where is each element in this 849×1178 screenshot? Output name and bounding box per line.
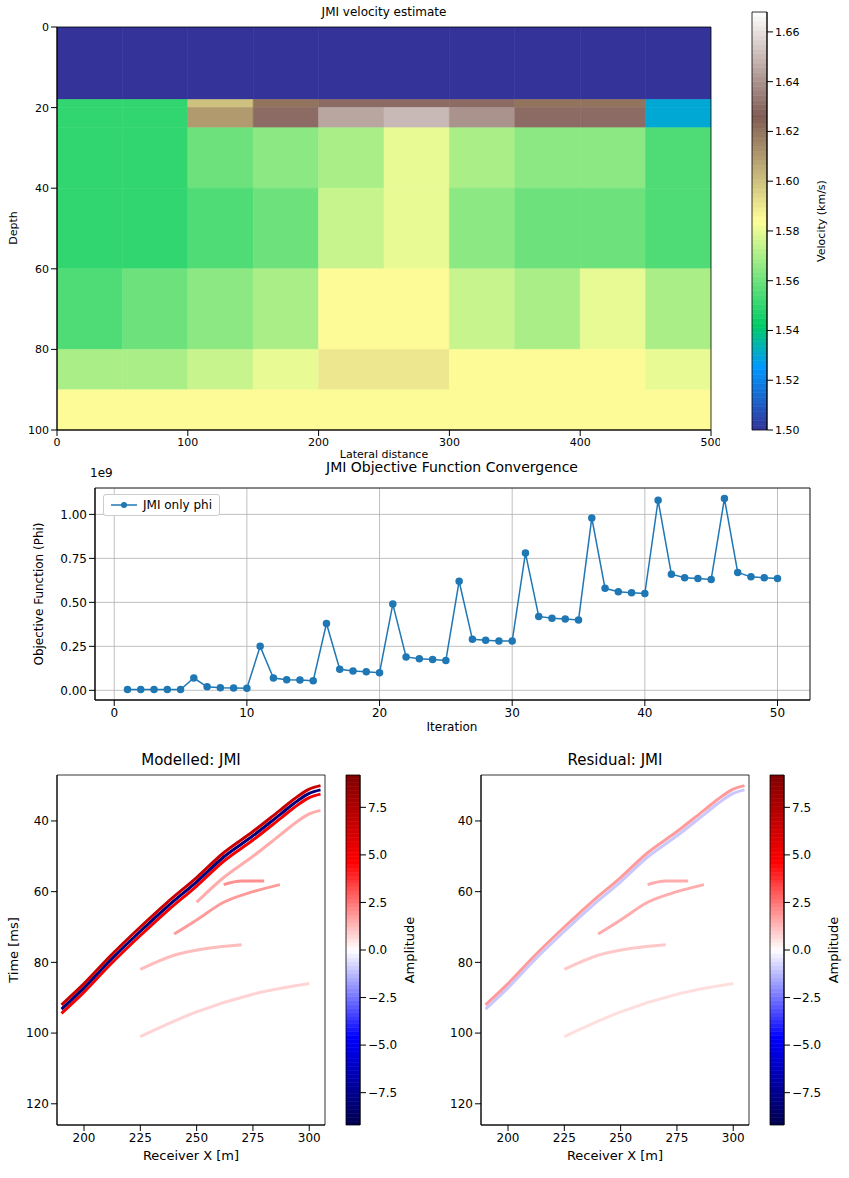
svg-text:80: 80 [35,343,49,356]
svg-text:225: 225 [129,1131,152,1145]
svg-text:120: 120 [26,1097,49,1111]
svg-text:1.52: 1.52 [775,374,800,387]
html-text:Residual: JMI: Residual: JMI [567,750,663,769]
svg-text:5.0: 5.0 [792,848,811,862]
svg-text:0.0: 0.0 [368,943,387,957]
html-text:Modelled: JMI: Modelled: JMI [141,750,241,769]
svg-text:0.50: 0.50 [60,596,87,610]
svg-text:60: 60 [35,263,49,276]
svg-text:20: 20 [372,706,387,720]
html-text:Time [ms]: Time [ms] [5,917,21,983]
svg-text:2.5: 2.5 [792,896,811,910]
svg-text:0: 0 [42,21,49,34]
svg-text:20: 20 [35,102,49,115]
svg-text:−7.5: −7.5 [368,1086,397,1100]
svg-text:100: 100 [26,1026,49,1040]
html-text:Lateral distance: Lateral distance [339,448,429,461]
svg-text:1.00: 1.00 [60,508,87,522]
svg-text:0.25: 0.25 [60,640,87,654]
html-text:JMI only phi: JMI only phi [143,498,212,512]
svg-text:1.56: 1.56 [775,275,800,288]
svg-text:1.66: 1.66 [775,26,800,39]
svg-text:7.5: 7.5 [792,801,811,815]
html-text:Receiver X [m]: Receiver X [m] [566,1147,664,1163]
svg-text:40: 40 [637,706,652,720]
svg-text:100: 100 [177,436,198,449]
svg-text:1.62: 1.62 [775,125,800,138]
svg-text:50: 50 [770,706,785,720]
svg-text:−5.0: −5.0 [368,1038,397,1052]
html-text:1e9: 1e9 [90,466,113,480]
html-text:Amplitude: Amplitude [401,916,417,984]
svg-text:500: 500 [701,436,721,449]
svg-text:60: 60 [34,885,49,899]
svg-text:1.58: 1.58 [775,225,800,238]
svg-text:1.60: 1.60 [775,175,800,188]
svg-text:250: 250 [185,1131,208,1145]
svg-text:0.0: 0.0 [792,943,811,957]
svg-text:100: 100 [450,1026,473,1040]
svg-text:30: 30 [505,706,520,720]
html-text:Depth: Depth [7,211,20,245]
svg-text:5.0: 5.0 [368,848,387,862]
html-text:Velocity (km/s): Velocity (km/s) [815,180,828,262]
html-text:Receiver X [m]: Receiver X [m] [142,1147,240,1163]
svg-text:250: 250 [609,1131,632,1145]
svg-text:1.54: 1.54 [775,324,800,337]
svg-text:300: 300 [439,436,460,449]
svg-text:1.64: 1.64 [775,76,800,89]
svg-text:275: 275 [241,1131,264,1145]
svg-text:100: 100 [28,424,49,437]
svg-text:300: 300 [722,1131,745,1145]
html-text:JMI velocity estimate: JMI velocity estimate [321,5,447,20]
svg-text:200: 200 [308,436,329,449]
svg-text:80: 80 [458,956,473,970]
svg-text:40: 40 [458,814,473,828]
svg-text:200: 200 [73,1131,96,1145]
svg-text:0.75: 0.75 [60,552,87,566]
svg-text:2.5: 2.5 [368,896,387,910]
svg-text:80: 80 [34,956,49,970]
svg-text:200: 200 [497,1131,520,1145]
svg-text:1.50: 1.50 [775,424,800,437]
html-text:Amplitude: Amplitude [825,916,841,984]
svg-text:60: 60 [458,885,473,899]
html-text:JMI Objective Function Converg: JMI Objective Function Convergence [326,459,578,476]
svg-text:300: 300 [298,1131,321,1145]
svg-text:275: 275 [665,1131,688,1145]
html-text:Iteration: Iteration [426,720,478,735]
svg-text:7.5: 7.5 [368,801,387,815]
svg-text:40: 40 [35,182,49,195]
svg-text:120: 120 [450,1097,473,1111]
svg-text:400: 400 [570,436,591,449]
svg-text:0.00: 0.00 [60,684,87,698]
svg-text:0: 0 [54,436,61,449]
svg-text:40: 40 [34,814,49,828]
svg-text:−2.5: −2.5 [792,991,821,1005]
svg-text:−2.5: −2.5 [368,991,397,1005]
svg-text:225: 225 [553,1131,576,1145]
svg-text:0: 0 [110,706,118,720]
svg-text:−7.5: −7.5 [792,1086,821,1100]
svg-text:10: 10 [239,706,254,720]
svg-text:−5.0: −5.0 [792,1038,821,1052]
html-text:Objective Function (Phi): Objective Function (Phi) [32,522,47,666]
